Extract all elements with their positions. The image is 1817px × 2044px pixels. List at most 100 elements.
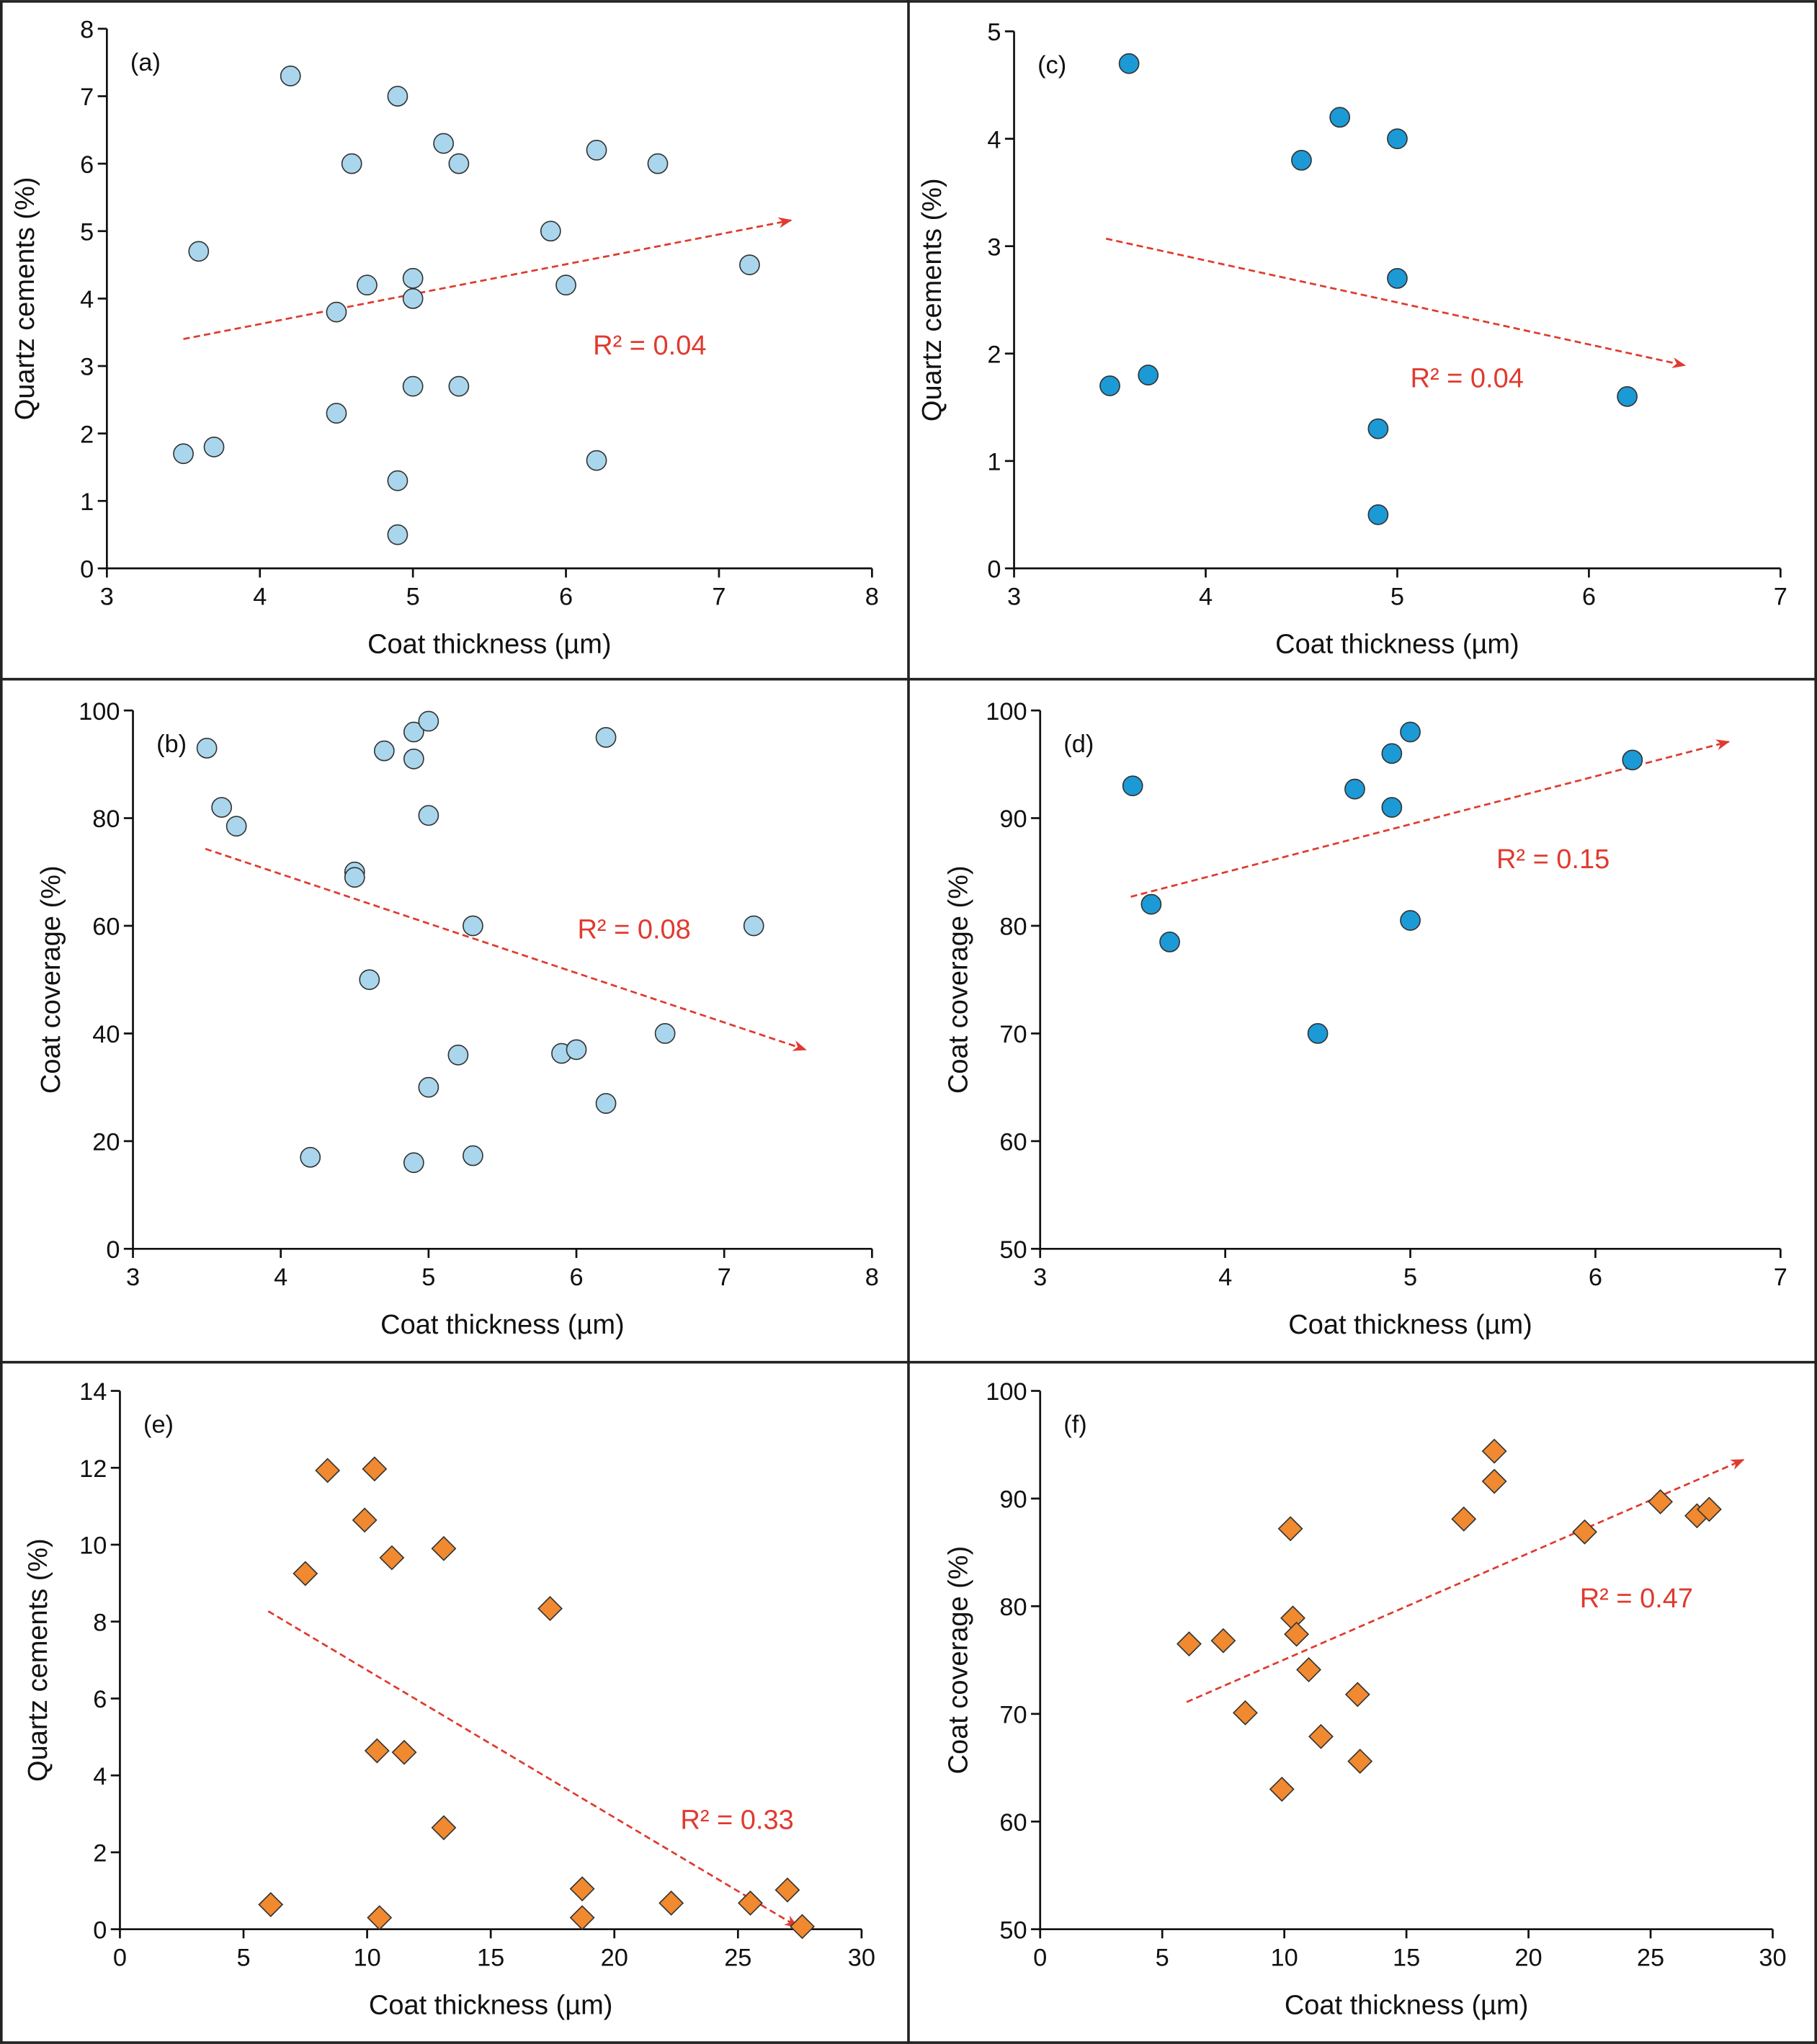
x-tick-label: 3 [1033,1264,1047,1291]
y-tick-label: 4 [93,1763,107,1790]
y-tick-label: 80 [92,805,120,833]
marker [359,969,380,991]
marker [1138,365,1159,385]
x-tick-label: 3 [100,584,114,611]
marker [739,254,760,275]
marker [418,1076,439,1098]
marker [357,275,378,296]
x-axis-label: Coat thickness (µm) [380,1310,625,1340]
marker [1347,1749,1373,1775]
y-axis-label: Coat coverage (%) [943,865,973,1094]
marker [196,738,218,759]
marker [1617,385,1638,407]
x-tick-label: 30 [848,1944,875,1971]
marker [1387,268,1408,289]
x-tick-label: 0 [1033,1944,1047,1971]
x-tick-label: 7 [718,1264,731,1291]
marker [379,1545,405,1571]
marker [258,1892,284,1917]
marker [403,1152,424,1174]
x-tick-label: 6 [569,1264,583,1291]
marker [1122,775,1143,797]
y-tick-label: 1 [987,448,1001,476]
marker [1400,910,1421,931]
marker [391,1739,417,1765]
marker [300,1146,321,1168]
marker [1277,1516,1303,1542]
y-tick-label: 100 [986,698,1027,726]
panel-label: (b) [156,731,187,758]
panel-label: (e) [143,1411,174,1438]
marker [555,275,576,296]
marker [364,1738,390,1764]
marker [431,1535,457,1561]
marker [352,1507,378,1533]
marker [1099,375,1120,396]
x-tick-label: 6 [559,584,573,611]
marker [315,1458,341,1483]
marker [1648,1489,1674,1514]
y-tick-label: 2 [80,421,94,448]
marker [1622,749,1643,771]
marker [433,133,455,154]
x-tick-label: 5 [236,1944,250,1971]
y-tick-label: 0 [987,556,1001,584]
x-tick-label: 0 [113,1944,127,1971]
x-axis-label: Coat thickness (µm) [367,630,612,660]
marker [659,1890,684,1916]
y-tick-label: 50 [999,1916,1027,1944]
x-tick-label: 10 [1271,1944,1298,1971]
marker [1118,53,1140,74]
panel-label: (d) [1063,731,1094,758]
y-tick-label: 3 [987,233,1001,261]
marker [1232,1700,1258,1726]
y-tick-label: 70 [999,1701,1027,1728]
x-tick-label: 15 [1393,1944,1420,1971]
y-axis-label: Quartz cements (%) [917,178,947,421]
annotation: R² = 0.04 [593,331,706,361]
y-tick-label: 60 [999,1809,1027,1837]
x-axis-label: Coat thickness (µm) [369,1990,613,2020]
marker [226,816,247,837]
panel-label: (a) [130,49,161,76]
marker [1387,128,1408,149]
marker [1159,932,1180,952]
annotation: R² = 0.15 [1496,844,1610,875]
trendline [183,217,793,340]
y-tick-label: 5 [80,218,94,246]
x-tick-label: 5 [1403,1264,1417,1291]
y-tick-label: 1 [80,488,94,516]
marker [1308,1723,1334,1749]
y-tick-label: 60 [92,914,120,941]
y-axis-label: Quartz cements (%) [10,177,40,421]
marker [326,403,347,424]
y-tick-label: 8 [93,1609,107,1636]
marker [1344,778,1365,800]
panel: 0 5 10 15 20 25 30 0 2 4 6 8 10 12 14 Coat thickness (µ… [23,1378,875,2020]
y-tick-label: 20 [92,1129,120,1156]
marker [1344,1682,1370,1708]
marker [387,470,409,491]
marker [362,1456,388,1482]
marker [1400,721,1421,743]
trendline [205,847,807,1051]
y-tick-label: 4 [80,286,94,313]
x-tick-label: 20 [601,1944,628,1971]
y-tick-label: 5 [987,19,1001,46]
x-axis-label: Coat thickness (µm) [1285,1990,1529,2020]
marker [569,1876,595,1902]
marker [1329,107,1351,128]
y-tick-label: 7 [80,84,94,111]
marker [402,288,424,309]
x-tick-label: 5 [421,1264,435,1291]
annotation: R² = 0.33 [680,1805,793,1835]
marker [387,524,409,545]
x-tick-label: 15 [477,1944,504,1971]
marker [586,140,607,161]
trendline [267,1610,799,1928]
marker [1381,743,1403,764]
marker [790,1914,815,1940]
marker [326,301,347,323]
